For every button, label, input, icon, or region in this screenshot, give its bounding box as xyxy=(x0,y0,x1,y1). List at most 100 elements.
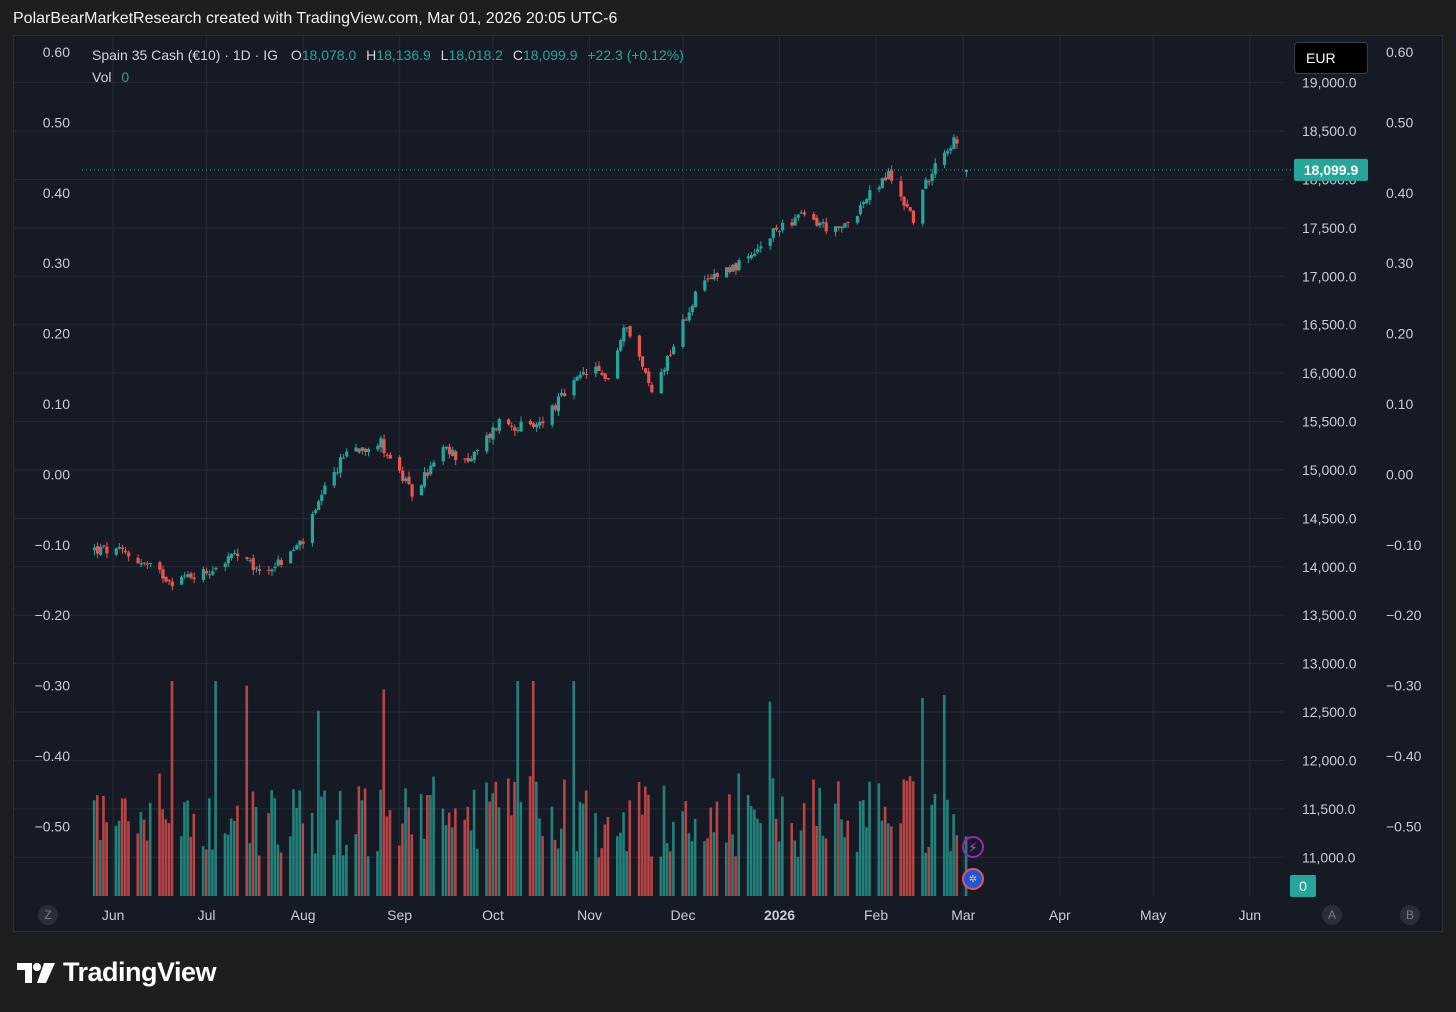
volume-bar xyxy=(668,851,672,896)
candle-body xyxy=(693,291,698,308)
candle-body xyxy=(516,429,520,431)
candle-body xyxy=(647,371,651,384)
volume-bar xyxy=(715,801,719,896)
volume-bar xyxy=(236,805,239,896)
candle-body xyxy=(924,179,928,189)
secondary-scale-button[interactable]: B xyxy=(1400,905,1420,925)
volume-bar xyxy=(180,836,183,896)
volume-bar xyxy=(248,843,252,896)
volume-bar xyxy=(812,779,815,896)
percent-axis-tick-left: −0.30 xyxy=(35,678,71,694)
candle-body xyxy=(843,223,847,228)
chart-panel[interactable]: 19,000.018,500.018,000.017,500.017,000.0… xyxy=(13,35,1443,932)
candle-body xyxy=(749,254,754,259)
percent-axis-tick-right: 0.40 xyxy=(1386,185,1413,201)
volume-bar xyxy=(407,807,410,896)
price-axis-tick: 17,000.0 xyxy=(1302,268,1357,284)
volume-bar xyxy=(706,838,709,896)
volume-bar xyxy=(550,806,554,896)
volume-bar xyxy=(843,837,846,896)
time-axis-tick: Jul xyxy=(198,907,216,923)
price-axis-tick: 13,000.0 xyxy=(1302,656,1357,672)
volume-bar xyxy=(933,793,937,896)
volume-legend[interactable]: Vol 0 xyxy=(92,69,129,85)
candle-body xyxy=(930,174,934,182)
lightning-event-icon[interactable]: ⚡ xyxy=(962,836,984,858)
volume-bar xyxy=(164,819,168,896)
volume-bar xyxy=(245,685,249,896)
candle-body xyxy=(497,419,501,431)
currency-selector[interactable]: EUR xyxy=(1294,42,1368,74)
price-axis-tick: 14,000.0 xyxy=(1302,559,1357,575)
candle-body xyxy=(759,246,763,249)
volume-bar xyxy=(824,838,828,896)
volume-bar xyxy=(488,801,491,896)
volume-bar xyxy=(868,781,871,896)
time-axis-tick: Jun xyxy=(1238,907,1261,923)
candle-body xyxy=(911,210,916,224)
candle-body xyxy=(706,278,710,280)
volume-bar xyxy=(659,856,663,896)
price-axis-tick: 15,000.0 xyxy=(1302,462,1357,478)
percent-axis-tick-left: 0.00 xyxy=(43,466,70,482)
candle-body xyxy=(890,170,894,181)
volume-bar xyxy=(301,823,305,896)
open-value: 18,078.0 xyxy=(301,47,357,63)
candle-body xyxy=(345,451,349,457)
candle-body xyxy=(376,445,380,450)
volume-bar xyxy=(815,825,818,896)
volume-bar xyxy=(363,788,367,896)
price-axis-tick: 13,500.0 xyxy=(1302,607,1357,623)
volume-bar xyxy=(924,852,927,896)
candle-body xyxy=(905,204,909,207)
candlestick-chart[interactable]: 19,000.018,500.018,000.017,500.017,000.0… xyxy=(14,36,1442,931)
candle-body xyxy=(650,384,654,393)
candle-body xyxy=(180,576,184,585)
percent-axis-tick-right: −0.10 xyxy=(1386,537,1422,553)
volume-bar xyxy=(581,803,585,896)
volume-bar xyxy=(317,710,320,896)
candle-body xyxy=(550,405,554,425)
volume-bar xyxy=(223,833,227,896)
volume-bar xyxy=(637,781,641,896)
candle-body xyxy=(454,451,458,460)
candle-body xyxy=(189,573,193,578)
candle-body xyxy=(226,556,230,564)
candle-body xyxy=(933,163,937,175)
candle-body xyxy=(422,472,427,487)
candle-body xyxy=(338,457,343,473)
volume-bar xyxy=(890,826,893,896)
candle-body xyxy=(136,557,140,564)
volume-bar xyxy=(616,836,619,896)
tradingview-logo[interactable]: TradingView xyxy=(15,957,217,988)
candle-body xyxy=(192,577,196,580)
price-axis-tick: 11,000.0 xyxy=(1302,849,1356,865)
symbol-legend[interactable]: Spain 35 Cash (€10) · 1D · IG O18,078.0 … xyxy=(92,47,684,63)
volume-bar xyxy=(270,790,273,896)
candle-body xyxy=(214,567,218,570)
volume-bar xyxy=(273,798,277,896)
volume-bar xyxy=(584,790,588,896)
volume-bar xyxy=(485,782,488,896)
candle-body xyxy=(251,558,255,570)
candle-body xyxy=(572,380,576,396)
candle-body xyxy=(553,405,557,410)
time-axis-tick: Aug xyxy=(291,907,316,923)
candle-body xyxy=(363,448,367,453)
volume-bar xyxy=(366,856,370,896)
volume-bar xyxy=(183,802,186,896)
eu-flag-event-icon[interactable]: ✲ xyxy=(962,868,984,890)
volume-bar xyxy=(279,852,283,896)
candle-body xyxy=(102,545,106,547)
candle-body xyxy=(597,365,601,372)
volume-bar xyxy=(161,809,164,896)
volume-bar xyxy=(102,795,105,896)
volume-bar xyxy=(930,804,934,896)
candle-body xyxy=(724,267,729,278)
candle-body xyxy=(99,546,103,555)
auto-scale-button[interactable]: A xyxy=(1322,905,1342,925)
candle-body xyxy=(236,553,240,557)
volume-bar xyxy=(354,834,358,896)
volume-bar xyxy=(942,694,946,896)
zoom-reset-button[interactable]: Z xyxy=(38,905,58,925)
